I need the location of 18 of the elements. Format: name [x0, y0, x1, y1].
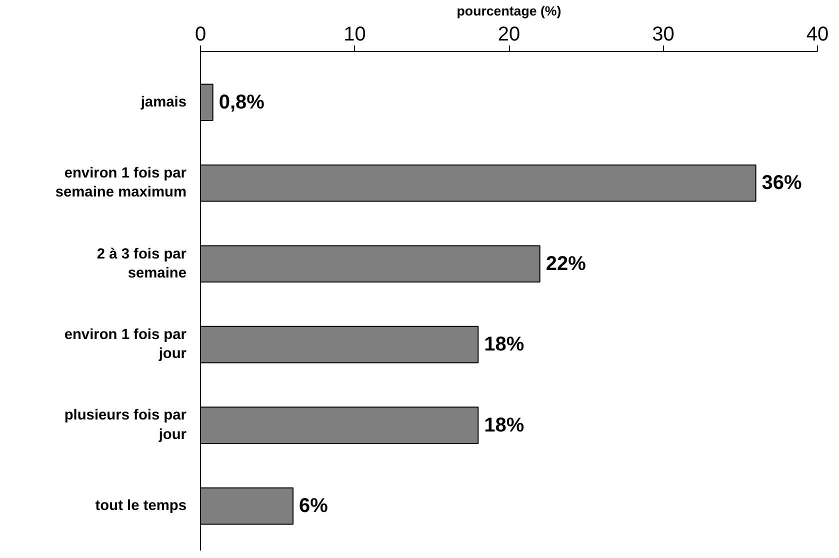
y-tick-label: plusieurs fois par jour — [64, 408, 187, 443]
data-label: 18% — [484, 414, 524, 436]
data-label: 22% — [546, 252, 586, 275]
y-tick-label: jamais — [140, 94, 187, 110]
x-tick-label: 10 — [344, 24, 366, 46]
data-label: 6% — [299, 495, 328, 518]
data-label: 36% — [762, 172, 802, 194]
x-tick-label: 20 — [498, 24, 520, 46]
x-tick-label: 30 — [652, 24, 674, 46]
y-tick-label: environ 1 fois par semaine maximum — [55, 166, 187, 201]
y-tick-label: tout le temps — [95, 498, 186, 514]
x-tick-label: 40 — [806, 24, 829, 46]
data-label: 18% — [484, 334, 524, 356]
y-tick-label: 2 à 3 fois par semaine — [96, 246, 187, 282]
data-label: 0,8% — [218, 91, 265, 114]
y-tick-label: environ 1 fois par jour — [64, 327, 187, 362]
x-axis-title: pourcentage (%) — [456, 4, 562, 18]
x-tick-label: 0 — [194, 24, 206, 46]
